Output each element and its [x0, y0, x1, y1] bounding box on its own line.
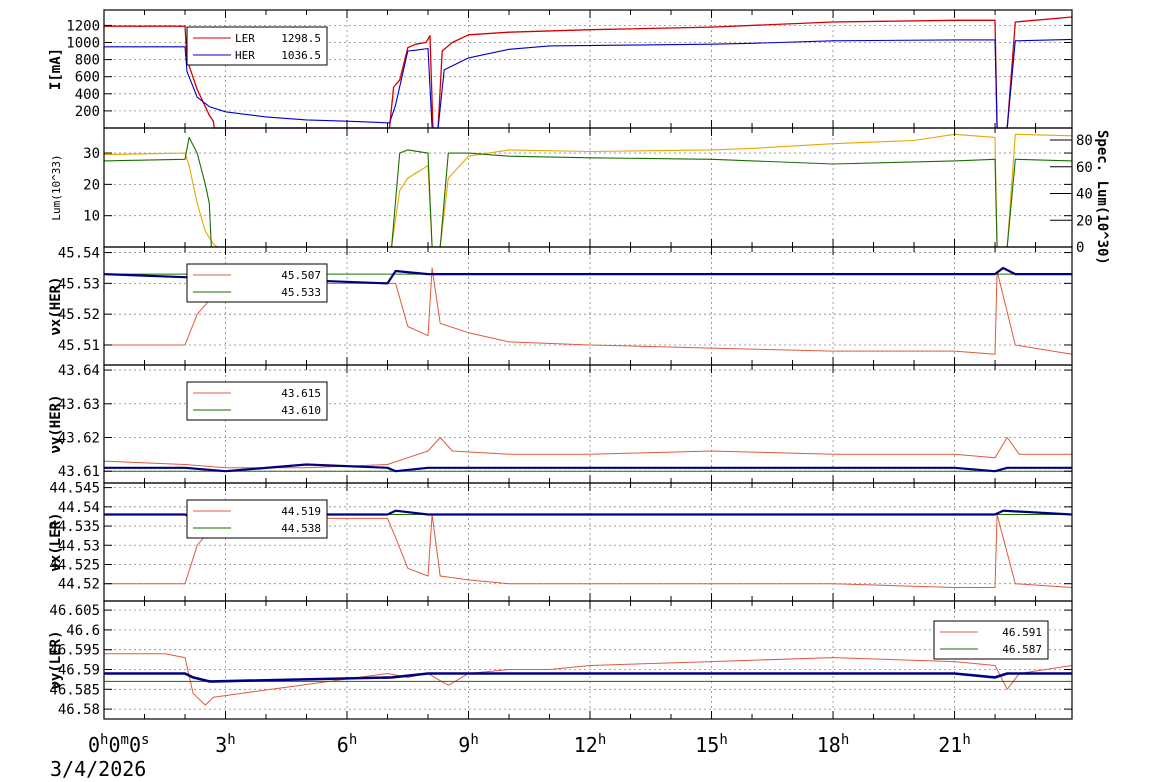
x-tick-label: 6h [337, 732, 357, 757]
y2-tick-label: 80 [1076, 133, 1093, 149]
y-tick-label: 20 [83, 177, 100, 193]
series-line-2 [104, 672, 1072, 683]
legend-box [186, 381, 328, 421]
legend-box [186, 263, 328, 303]
legend-value: 46.591 [1002, 626, 1042, 639]
panel-5: 46.58 46.585 46.59 46.595 46.6 46.605 νy(LER) 4… [48, 600, 1073, 720]
series-line-2 [104, 463, 1072, 473]
legend: LER 1298.5 HER 1036.5 [186, 26, 328, 66]
panel-3: 43.61 43.62 43.63 43.64 νy(HER) 43.615 43.610 [48, 363, 1073, 484]
panel-1: 10 20 30 0 20 40 60 80 Spec. Lum(10^30) Lum(10^33… [50, 127, 1110, 265]
y-tick-label: 45.53 [58, 276, 100, 292]
y-tick-label: 46.605 [49, 603, 100, 619]
legend-value: 44.538 [281, 522, 321, 535]
legend-name: HER [235, 49, 255, 62]
panel-frame [103, 127, 1073, 248]
y2-axis-label: Spec. Lum(10^30) [1094, 130, 1110, 265]
legend-value: 44.519 [281, 505, 321, 518]
legend-name: LER [235, 32, 255, 45]
y-tick-label: 46.59 [58, 663, 100, 679]
y2-tick-label: 60 [1076, 160, 1093, 176]
y-axis-label: νx(HER) [48, 276, 64, 335]
legend: 44.519 44.538 [186, 499, 328, 539]
series-line-0 [103, 133, 1073, 248]
x-tick-label: 3h [215, 732, 235, 757]
x-axis: 0h0m0s 3h 6h 9h 12h 15h 18h 21h [88, 732, 971, 757]
x-tick-label: 15h [695, 732, 728, 757]
y-tick-label: 600 [75, 70, 100, 86]
y-tick-label: 44.545 [49, 481, 100, 497]
y-tick-label: 46.585 [49, 682, 100, 698]
series-line-0 [103, 437, 1072, 469]
y-tick-label: 44.52 [58, 577, 100, 593]
y-tick-label: 200 [75, 104, 100, 120]
y-tick-label: 10 [83, 209, 100, 225]
y-tick-label: 44.54 [58, 500, 100, 516]
y-tick-label: 43.61 [58, 464, 100, 480]
y-tick-label: 44.525 [49, 557, 100, 573]
legend: 43.615 43.610 [186, 381, 328, 421]
panel-frame [103, 600, 1073, 720]
y-axis-label: I[mA] [48, 48, 64, 90]
y-tick-label: 800 [75, 53, 100, 69]
y2-tick-label: 20 [1076, 213, 1093, 229]
date-label: 3/4/2026 [50, 757, 146, 781]
y2-tick-label: 0 [1076, 240, 1084, 256]
y-axis-label: νx(LER) [48, 512, 64, 571]
legend: 46.591 46.587 [933, 620, 1049, 660]
legend-value: 1298.5 [281, 32, 321, 45]
x-tick-label: 9h [458, 732, 478, 757]
legend: 45.507 45.533 [186, 263, 328, 303]
legend-box [186, 499, 328, 539]
y-tick-label: 46.595 [49, 643, 100, 659]
y-tick-label: 44.535 [49, 519, 100, 535]
x-tick-label: 0h0m0s [88, 732, 149, 757]
legend-box [186, 26, 328, 66]
y-tick-label: 30 [83, 146, 100, 162]
legend-value: 43.615 [281, 387, 321, 400]
y-tick-label: 43.62 [58, 430, 100, 446]
y-axis-label: νy(HER) [48, 394, 64, 453]
y-axis-label: Lum(10^33) [50, 154, 63, 220]
y-tick-label: 400 [75, 87, 100, 103]
y-tick-label: 46.58 [58, 702, 100, 718]
legend-box [933, 620, 1049, 660]
legend-value: 1036.5 [281, 49, 321, 62]
y-tick-label: 46.6 [66, 623, 100, 639]
y-tick-label: 45.51 [58, 338, 100, 354]
series-line-1 [103, 136, 1073, 248]
legend-value: 45.533 [281, 286, 321, 299]
legend-value: 46.587 [1002, 643, 1042, 656]
y-tick-label: 1000 [66, 35, 100, 51]
y-axis-label: νy(LER) [48, 630, 64, 689]
y-tick-label: 44.53 [58, 538, 100, 554]
y-tick-label: 45.54 [58, 246, 100, 262]
x-tick-label: 18h [817, 732, 850, 757]
legend-value: 43.610 [281, 404, 321, 417]
y-tick-label: 1200 [66, 18, 100, 34]
x-tick-label: 12h [574, 732, 607, 757]
y2-tick-label: 40 [1076, 187, 1093, 203]
x-tick-label: 21h [938, 732, 971, 757]
y-tick-label: 43.64 [58, 363, 100, 379]
panel-2: 45.51 45.52 45.53 45.54 νx(HER) 45.507 45.533 [48, 246, 1073, 366]
y-tick-label: 45.52 [58, 307, 100, 323]
y-tick-label: 43.63 [58, 397, 100, 413]
panel-4: 44.52 44.525 44.53 44.535 44.54 44.545 νx(LER)… [48, 481, 1073, 602]
legend-value: 45.507 [281, 269, 321, 282]
